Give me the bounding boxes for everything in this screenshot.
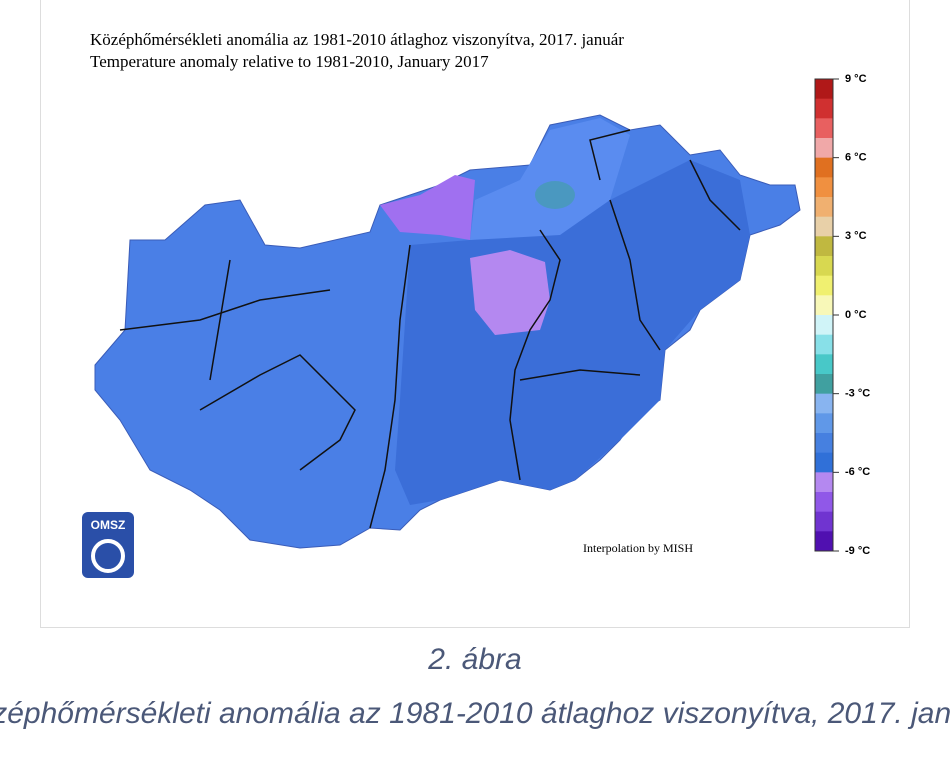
tick-label: -6 °C (845, 466, 870, 478)
color-band (815, 177, 833, 198)
color-band (815, 157, 833, 178)
color-band (815, 334, 833, 355)
color-band (815, 472, 833, 493)
tick-label: -3 °C (845, 388, 870, 400)
color-band (815, 492, 833, 513)
tick-label: 0 °C (845, 309, 867, 321)
logo: OMSZ (82, 512, 134, 578)
upland-zone (470, 118, 630, 240)
cold-zone-north (380, 175, 475, 240)
colder-zone (395, 160, 750, 505)
color-band (815, 98, 833, 119)
color-band (815, 275, 833, 296)
title-hu: Középhőmérsékleti anomália az 1981-2010 … (90, 30, 624, 49)
title-en: Temperature anomaly relative to 1981-201… (90, 52, 489, 71)
logo-text: OMSZ (91, 518, 126, 532)
color-band (815, 413, 833, 434)
caption-number-text: 2. ábra (428, 643, 522, 676)
tick-label: 6 °C (845, 152, 867, 164)
color-band (815, 393, 833, 414)
caption: Középhőmérsékleti anomália az 1981-2010 … (0, 697, 950, 731)
caption-number: 2. ábra (0, 643, 950, 677)
color-band (815, 236, 833, 257)
borders (119, 129, 741, 529)
color-band (815, 79, 833, 100)
tick-label: 3 °C (845, 230, 867, 242)
tick-label: -9 °C (845, 545, 870, 557)
color-band (815, 315, 833, 336)
color-band (815, 256, 833, 277)
figure-frame (40, 0, 910, 628)
color-band (815, 138, 833, 159)
color-band (815, 374, 833, 395)
color-band (815, 295, 833, 316)
color-band (815, 197, 833, 218)
cold-spot (535, 181, 575, 209)
color-band (815, 531, 833, 552)
color-band (815, 354, 833, 375)
color-band (815, 452, 833, 473)
map-figure: Középhőmérsékleti anomália az 1981-2010 … (82, 30, 870, 578)
caption-text: Középhőmérsékleti anomália az 1981-2010 … (0, 697, 950, 730)
map (94, 114, 801, 549)
tick-label: 9 °C (845, 73, 867, 85)
logo-emblem (91, 539, 125, 573)
color-band (815, 511, 833, 532)
color-band (815, 118, 833, 139)
credit: Interpolation by MISH (583, 541, 693, 555)
color-band (815, 433, 833, 454)
cold-zone-central (470, 250, 550, 335)
color-band (815, 216, 833, 237)
colorbar: 9 °C 6 °C 3 °C 0 °C -3 °C -6 °C -9 °C (814, 73, 870, 557)
